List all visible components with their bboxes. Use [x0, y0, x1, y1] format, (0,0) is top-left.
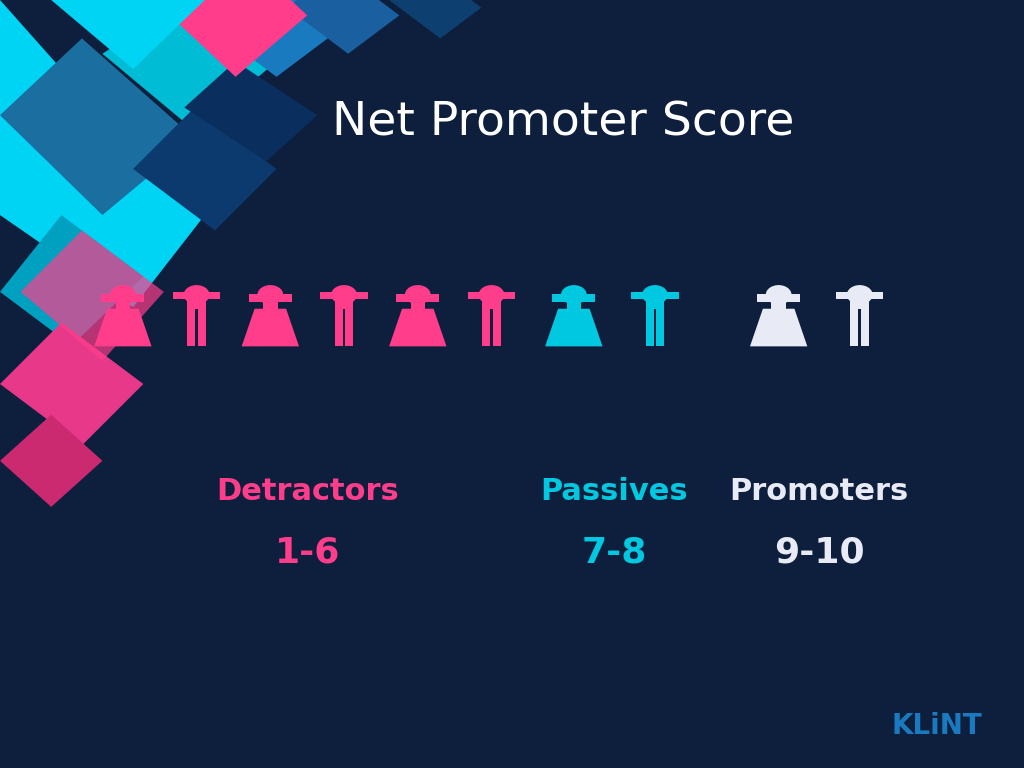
Text: Net Promoter Score: Net Promoter Score	[332, 101, 795, 145]
Bar	[345, 309, 353, 346]
Polygon shape	[0, 0, 205, 307]
Polygon shape	[102, 0, 276, 131]
Polygon shape	[389, 0, 481, 38]
Polygon shape	[154, 0, 307, 77]
Polygon shape	[94, 309, 152, 346]
Bar	[645, 309, 653, 346]
Circle shape	[257, 285, 284, 304]
Circle shape	[404, 285, 431, 304]
Bar	[482, 309, 490, 346]
Bar	[836, 292, 850, 299]
Bar	[130, 294, 144, 302]
Bar	[631, 292, 645, 299]
Bar	[198, 309, 206, 346]
Bar	[278, 294, 292, 302]
Bar	[771, 296, 785, 309]
Bar	[552, 294, 566, 302]
Polygon shape	[133, 108, 276, 230]
Polygon shape	[0, 38, 195, 215]
Polygon shape	[205, 0, 338, 77]
Bar	[187, 290, 206, 309]
Bar	[335, 309, 343, 346]
Polygon shape	[545, 309, 602, 346]
Bar	[335, 290, 353, 309]
Bar	[468, 292, 482, 299]
Circle shape	[766, 285, 792, 304]
Bar	[187, 309, 196, 346]
Bar	[101, 294, 116, 302]
Bar	[425, 294, 439, 302]
Polygon shape	[0, 323, 143, 445]
Bar	[173, 292, 187, 299]
Circle shape	[642, 285, 668, 304]
Circle shape	[847, 285, 872, 304]
Text: 9-10: 9-10	[774, 536, 864, 570]
Circle shape	[110, 285, 136, 304]
Polygon shape	[0, 415, 102, 507]
Polygon shape	[184, 61, 317, 161]
Polygon shape	[20, 230, 164, 361]
Bar	[581, 294, 595, 302]
Bar	[116, 296, 130, 309]
Polygon shape	[242, 309, 299, 346]
Bar	[411, 296, 425, 309]
Bar	[206, 292, 220, 299]
Polygon shape	[287, 0, 399, 54]
Bar	[785, 294, 800, 302]
Bar	[501, 292, 515, 299]
Bar	[645, 290, 665, 309]
Bar	[263, 296, 278, 309]
Bar	[493, 309, 501, 346]
Circle shape	[331, 285, 357, 304]
Bar	[850, 309, 858, 346]
Polygon shape	[389, 309, 446, 346]
Bar	[353, 292, 368, 299]
Bar	[869, 292, 884, 299]
Bar	[850, 290, 869, 309]
Text: 1-6: 1-6	[274, 536, 340, 570]
Bar	[566, 296, 581, 309]
Text: Passives: Passives	[541, 477, 688, 506]
Circle shape	[478, 285, 505, 304]
Polygon shape	[0, 215, 143, 346]
Circle shape	[561, 285, 587, 304]
Polygon shape	[750, 309, 807, 346]
Bar	[656, 309, 665, 346]
Bar	[482, 290, 501, 309]
Text: KLiNT: KLiNT	[892, 712, 982, 740]
Text: Detractors: Detractors	[216, 477, 398, 506]
Bar	[321, 292, 335, 299]
Bar	[757, 294, 771, 302]
Bar	[861, 309, 869, 346]
Bar	[396, 294, 411, 302]
Bar	[249, 294, 263, 302]
Text: Promoters: Promoters	[729, 477, 909, 506]
Polygon shape	[51, 0, 205, 69]
Text: 7-8: 7-8	[582, 536, 647, 570]
Bar	[665, 292, 679, 299]
Circle shape	[183, 285, 210, 304]
